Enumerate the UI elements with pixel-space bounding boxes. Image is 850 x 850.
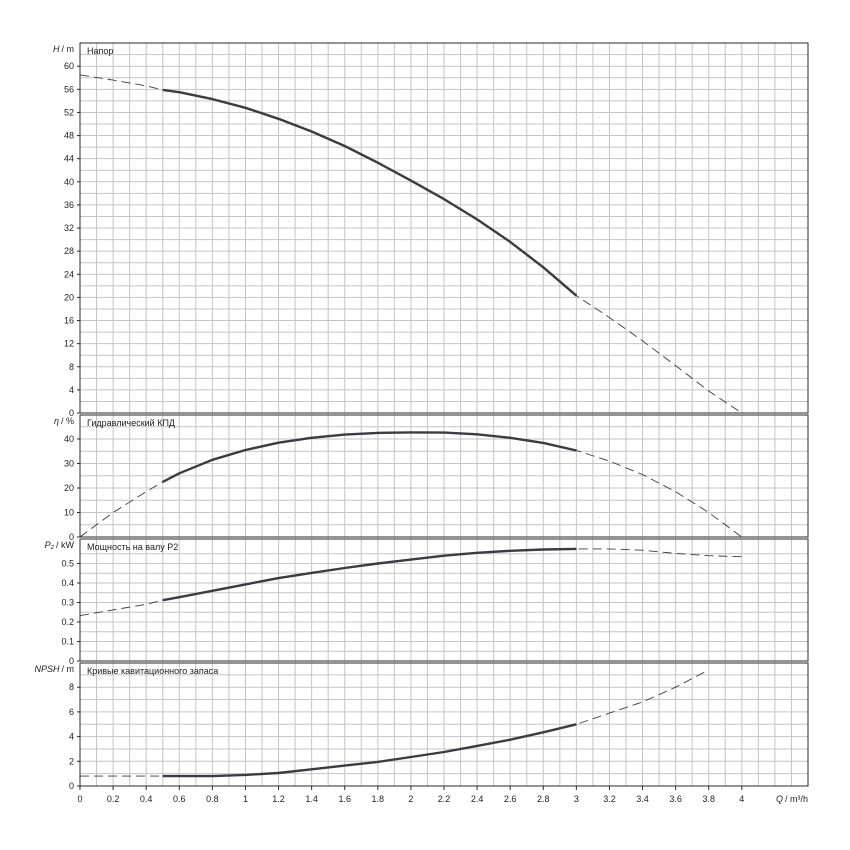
y-tick-label-head: 28 [64,246,74,256]
x-tick-label: 1.4 [305,794,318,804]
x-tick-label: 3.8 [702,794,715,804]
x-tick-label: 1.2 [272,794,285,804]
y-axis-label-head: H / m [53,44,74,54]
y-tick-label-head: 48 [64,131,74,141]
panel-frame-head [79,42,809,414]
panel-title-power: Мощность на валу P2 [87,542,178,552]
y-tick-label-head: 40 [64,177,74,187]
y-tick-label-head: 52 [64,107,74,117]
curve-operating-npsh [162,723,577,778]
panel-title-npsh: Кривые кавитационного запаса [87,666,218,676]
y-tick-label-npsh: 2 [69,756,74,766]
y-axis-label-npsh: NPSH / m [34,664,74,674]
y-tick-label-head: 32 [64,223,74,233]
y-tick-label-efficiency: 30 [64,459,74,469]
y-axis-symbol: NPSH [34,664,60,674]
y-axis-unit: / % [61,416,74,426]
y-tick-label-npsh: 8 [69,682,74,692]
curve-operating-power [162,547,577,602]
y-tick-label-npsh: 0 [69,781,74,791]
x-tick-label: 0.6 [173,794,186,804]
y-tick-label-efficiency: 10 [64,508,74,518]
y-tick-label-efficiency: 40 [64,434,74,444]
y-tick-label-head: 4 [69,385,74,395]
curve-operating-efficiency [162,431,577,483]
curve-operating-head [162,88,578,297]
x-tick-label: 3.4 [636,794,649,804]
panel-frame-efficiency [79,414,809,538]
y-axis-symbol: H [53,44,60,54]
x-axis-symbol: Q [776,794,783,804]
y-axis-symbol: η [54,416,59,426]
x-axis-label: Q / m³/h [776,794,808,804]
panel-title-head: Напор [87,46,113,56]
x-tick-label: 0.8 [206,794,219,804]
panel-title-efficiency: Гидравлический КПД [87,418,175,428]
x-tick-label: 1 [243,794,248,804]
y-axis-unit: / m [62,44,75,54]
x-tick-label: 0 [77,794,82,804]
y-tick-label-power: 0.4 [61,578,74,588]
x-tick-label: 2.2 [438,794,451,804]
curve-layer [79,74,743,778]
y-tick-label-head: 16 [64,316,74,326]
y-tick-label-head: 12 [64,339,74,349]
y-tick-label-head: 36 [64,200,74,210]
x-tick-label: 4 [739,794,744,804]
y-tick-label-head: 56 [64,84,74,94]
y-tick-label-npsh: 4 [69,732,74,742]
x-tick-label: 0.4 [140,794,153,804]
y-tick-label-head: 24 [64,269,74,279]
x-tick-label: 1.6 [338,794,351,804]
y-tick-label-head: 8 [69,362,74,372]
y-axis-label-power: P₂ / kW [45,540,75,550]
y-tick-label-head: 44 [64,154,74,164]
x-tick-label: 1.8 [372,794,385,804]
y-tick-label-power: 0.1 [61,637,74,647]
x-tick-label: 3.6 [669,794,682,804]
x-tick-label: 0.2 [107,794,120,804]
x-tick-label: 3.2 [603,794,616,804]
x-axis-unit: / m³/h [785,794,808,804]
y-tick-label-power: 0.2 [61,617,74,627]
x-tick-label: 3 [574,794,579,804]
y-axis-unit: / kW [56,540,75,550]
frame-layer [77,42,809,790]
panel-frame-power [79,538,809,662]
y-tick-label-head: 0 [69,408,74,418]
x-tick-label: 2.4 [471,794,484,804]
grid-layer [80,43,808,786]
x-tick-label: 2 [408,794,413,804]
x-tick-label: 2.8 [537,794,550,804]
y-tick-label-head: 60 [64,61,74,71]
y-tick-label-power: 0.3 [61,598,74,608]
y-axis-symbol: P₂ [45,540,55,550]
y-tick-label-head: 20 [64,292,74,302]
y-axis-label-efficiency: η / % [54,416,74,426]
y-tick-label-efficiency: 0 [69,532,74,542]
y-tick-label-power: 0.5 [61,559,74,569]
y-tick-label-power: 0 [69,656,74,666]
y-tick-label-efficiency: 20 [64,483,74,493]
y-tick-label-npsh: 6 [69,707,74,717]
y-axis-unit: / m [62,664,75,674]
x-tick-label: 2.6 [504,794,517,804]
